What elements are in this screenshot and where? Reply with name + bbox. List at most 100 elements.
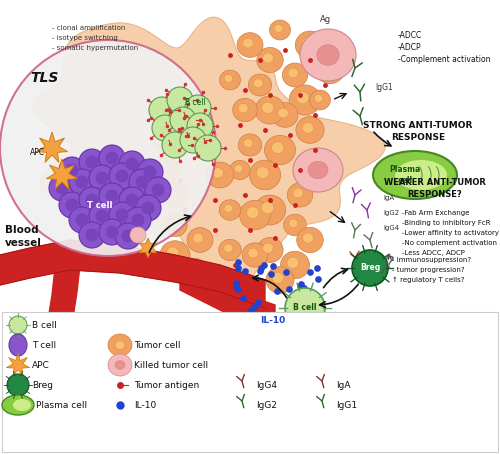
- Ellipse shape: [250, 160, 280, 190]
- Ellipse shape: [256, 167, 269, 178]
- Ellipse shape: [296, 227, 324, 252]
- Ellipse shape: [49, 175, 75, 201]
- Ellipse shape: [170, 107, 196, 133]
- Ellipse shape: [144, 166, 156, 178]
- Ellipse shape: [153, 129, 177, 151]
- Ellipse shape: [109, 202, 135, 228]
- Text: Killed tumor cell: Killed tumor cell: [134, 361, 208, 370]
- Text: - somatic hypermutation: - somatic hypermutation: [52, 45, 138, 51]
- Ellipse shape: [220, 70, 240, 90]
- Ellipse shape: [238, 104, 248, 113]
- Text: vessel: vessel: [5, 238, 42, 248]
- Text: - clonal amplification: - clonal amplification: [52, 25, 126, 31]
- Ellipse shape: [130, 227, 146, 243]
- Ellipse shape: [126, 193, 138, 207]
- Ellipse shape: [293, 188, 303, 198]
- Ellipse shape: [66, 163, 78, 177]
- Text: -No complement activation: -No complement activation: [402, 240, 497, 246]
- Text: -ADCP: -ADCP: [398, 43, 421, 52]
- Text: IgG1: IgG1: [336, 401, 357, 410]
- Ellipse shape: [135, 195, 161, 221]
- Ellipse shape: [240, 200, 270, 230]
- Text: Tumor antigen: Tumor antigen: [134, 381, 199, 390]
- Text: RESPONSE: RESPONSE: [391, 133, 445, 142]
- Ellipse shape: [270, 20, 290, 40]
- Text: ?: ?: [385, 256, 393, 271]
- Ellipse shape: [149, 97, 175, 123]
- Ellipse shape: [160, 241, 190, 269]
- Ellipse shape: [59, 192, 85, 218]
- Ellipse shape: [99, 219, 125, 245]
- Ellipse shape: [145, 177, 171, 203]
- Ellipse shape: [86, 228, 98, 242]
- Ellipse shape: [166, 247, 179, 258]
- Ellipse shape: [119, 187, 145, 213]
- Text: IgG2: IgG2: [256, 401, 277, 410]
- Polygon shape: [36, 132, 68, 163]
- Ellipse shape: [106, 189, 118, 202]
- Text: T cell: T cell: [32, 341, 56, 350]
- Ellipse shape: [264, 135, 296, 165]
- Ellipse shape: [373, 151, 457, 199]
- Polygon shape: [46, 159, 78, 189]
- Text: - immunosuppression?: - immunosuppression?: [392, 257, 471, 263]
- Ellipse shape: [195, 135, 221, 161]
- Ellipse shape: [280, 251, 310, 279]
- Ellipse shape: [59, 157, 85, 183]
- Ellipse shape: [254, 195, 286, 225]
- Text: IgA: IgA: [336, 381, 350, 390]
- Ellipse shape: [115, 340, 125, 350]
- Ellipse shape: [129, 169, 155, 195]
- Ellipse shape: [187, 113, 213, 139]
- Text: STRONG ANTI-TUMOR: STRONG ANTI-TUMOR: [364, 121, 472, 130]
- Text: TLS: TLS: [30, 71, 58, 85]
- Text: Plasma
cell: Plasma cell: [390, 165, 420, 185]
- Ellipse shape: [86, 193, 98, 207]
- Ellipse shape: [137, 159, 163, 185]
- Ellipse shape: [13, 399, 31, 411]
- Ellipse shape: [263, 243, 274, 253]
- Ellipse shape: [317, 44, 339, 65]
- Ellipse shape: [257, 47, 283, 73]
- Ellipse shape: [219, 239, 241, 261]
- Ellipse shape: [106, 152, 118, 164]
- Text: IgG1: IgG1: [375, 83, 393, 92]
- Text: B cell: B cell: [32, 321, 57, 331]
- Ellipse shape: [232, 99, 258, 122]
- Ellipse shape: [206, 162, 234, 188]
- Text: WEAKER ANTI-TUMOR: WEAKER ANTI-TUMOR: [384, 178, 486, 187]
- Ellipse shape: [262, 53, 274, 63]
- Ellipse shape: [302, 123, 314, 133]
- Text: IgG2: IgG2: [383, 210, 399, 216]
- Ellipse shape: [162, 183, 188, 207]
- Ellipse shape: [125, 207, 151, 233]
- Ellipse shape: [244, 139, 253, 148]
- Ellipse shape: [274, 25, 282, 32]
- Ellipse shape: [224, 74, 232, 82]
- Ellipse shape: [238, 134, 262, 156]
- Text: RESPONSE?: RESPONSE?: [408, 190, 463, 199]
- Ellipse shape: [185, 95, 211, 121]
- Ellipse shape: [287, 257, 298, 268]
- Ellipse shape: [136, 176, 148, 188]
- Ellipse shape: [9, 316, 27, 334]
- Ellipse shape: [126, 158, 138, 171]
- Ellipse shape: [66, 198, 78, 212]
- Text: -Complement activation: -Complement activation: [398, 55, 490, 64]
- Ellipse shape: [230, 160, 250, 180]
- Ellipse shape: [262, 102, 274, 114]
- Ellipse shape: [168, 188, 178, 198]
- Ellipse shape: [7, 374, 29, 396]
- Text: Tumor cell: Tumor cell: [134, 341, 180, 350]
- Ellipse shape: [69, 169, 95, 195]
- Ellipse shape: [296, 92, 309, 104]
- Ellipse shape: [188, 263, 198, 273]
- Ellipse shape: [284, 214, 306, 236]
- Text: IL-10: IL-10: [134, 401, 156, 410]
- Ellipse shape: [150, 156, 180, 184]
- Ellipse shape: [162, 132, 188, 158]
- Ellipse shape: [262, 202, 274, 214]
- Ellipse shape: [288, 183, 312, 207]
- Ellipse shape: [257, 237, 283, 262]
- Text: -Binding to inhibitory FcR: -Binding to inhibitory FcR: [402, 220, 490, 226]
